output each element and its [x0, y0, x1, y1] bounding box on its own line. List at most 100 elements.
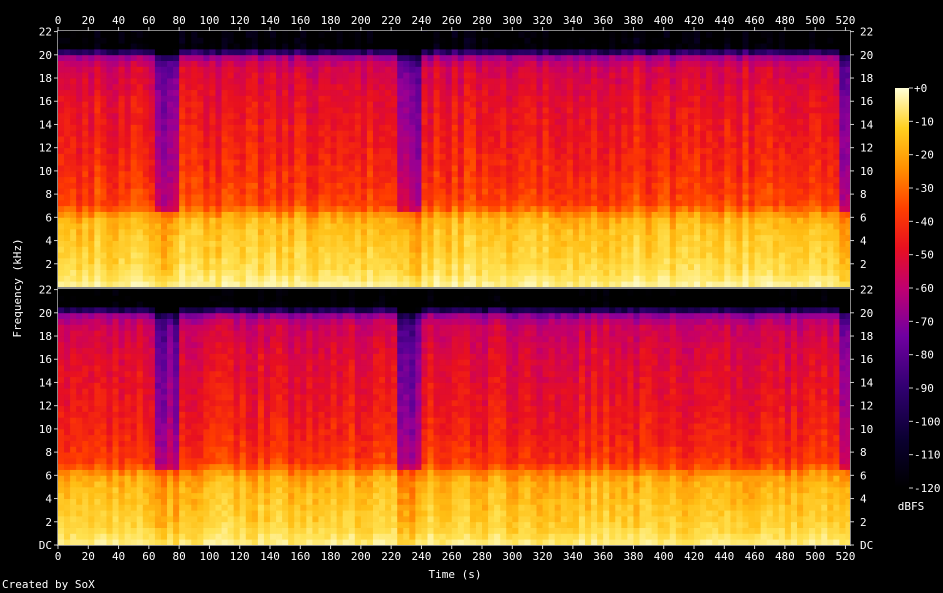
spectrogram-cell [366, 153, 374, 160]
spectrogram-cell [439, 72, 447, 79]
spectrogram-cell [348, 89, 356, 96]
spectrogram-cell [421, 54, 428, 61]
spectrogram-cell [584, 130, 592, 137]
spectrogram-cell [354, 83, 362, 91]
spectrogram-cell [403, 141, 410, 149]
spectrogram-cell [354, 281, 362, 288]
spectrogram-cell [591, 170, 598, 178]
spectrogram-cell [173, 66, 180, 73]
spectrogram-cell [712, 205, 719, 212]
spectrogram-cell [185, 153, 192, 160]
spectrogram-cell [360, 240, 368, 247]
spectrogram-cell [167, 112, 174, 120]
spectrogram-cell [694, 54, 701, 61]
spectrogram-cell [651, 217, 659, 224]
spectrogram-cell [475, 228, 483, 236]
spectrogram-cell [548, 240, 556, 247]
spectrogram-cell [245, 72, 253, 79]
spectrogram-cell [475, 95, 483, 102]
spectrogram-cell [342, 263, 350, 270]
spectrogram-cell [288, 141, 295, 149]
spectrogram-cell [694, 118, 701, 125]
spectrogram-cell [251, 275, 259, 282]
spectrogram-cell [124, 263, 132, 270]
spectrogram-cell [591, 31, 598, 32]
spectrogram-cell [530, 147, 537, 154]
spectrogram-cell [572, 234, 580, 241]
spectrogram-cell [82, 269, 89, 276]
spectrogram-cell [663, 269, 671, 276]
spectrogram-cell [312, 89, 319, 96]
spectrogram-cell [270, 176, 277, 183]
spectrogram-cell [639, 194, 646, 201]
spectrogram-cell [354, 188, 362, 195]
spectrogram-cell [118, 112, 126, 120]
spectrogram-cell [318, 136, 325, 143]
spectrogram-cell [239, 141, 247, 149]
spectrogram-cell [681, 240, 689, 247]
spectrogram-cell [203, 263, 210, 270]
spectrogram-cell [366, 281, 374, 288]
spectrogram-cell [597, 43, 604, 50]
spectrogram-cell [233, 234, 241, 241]
spectrogram-cell [124, 269, 132, 276]
spectrogram-cell [560, 118, 568, 125]
spectrogram-cell [554, 153, 562, 160]
spectrogram-cell [633, 153, 640, 160]
spectrogram-cell [572, 275, 580, 282]
spectrogram-cell [197, 83, 204, 91]
spectrogram-cell [669, 66, 677, 73]
spectrogram-cell [421, 211, 428, 218]
spectrogram-cell [427, 101, 434, 108]
spectrogram-cell [433, 83, 441, 91]
spectrogram-cell [506, 275, 513, 282]
spectrogram-cell [518, 165, 525, 172]
spectrogram-cell [542, 170, 550, 178]
spectrogram-cell [342, 252, 350, 259]
spectrogram-cell [718, 275, 725, 282]
spectrogram-cell [257, 217, 265, 224]
spectrogram-cell [342, 205, 350, 212]
spectrogram-cell [409, 54, 416, 61]
spectrogram-cell [391, 147, 398, 154]
spectrogram-cell [560, 275, 568, 282]
spectrogram-cell [681, 205, 689, 212]
spectrogram-cell [209, 153, 216, 160]
spectrogram-cell [457, 281, 465, 288]
spectrogram-cell [251, 281, 259, 288]
spectrogram-cell [397, 159, 404, 166]
spectrogram-cell [578, 37, 586, 44]
spectrogram-cell [130, 153, 138, 160]
spectrogram-cell [306, 182, 313, 189]
spectrogram-cell [203, 118, 210, 125]
spectrogram-cell [700, 60, 707, 67]
spectrogram-cell [136, 223, 144, 230]
spectrogram-cell [282, 188, 289, 195]
spectrogram-cell [615, 182, 622, 189]
spectrogram-cell [578, 263, 586, 270]
spectrogram-cell [300, 124, 307, 131]
spectrogram-cell [257, 263, 265, 270]
spectrogram-cell [58, 223, 65, 230]
spectrogram-cell [718, 194, 725, 201]
spectrogram-cell [58, 182, 65, 189]
spectrogram-cell [530, 182, 537, 189]
spectrogram-cell [633, 263, 640, 270]
spectrogram-cell [330, 72, 338, 79]
spectrogram-cell [239, 263, 247, 270]
spectrogram-cell [445, 275, 453, 282]
spectrogram-cell [203, 141, 210, 149]
spectrogram-cell [227, 275, 235, 282]
spectrogram-cell [475, 31, 483, 32]
spectrogram-cell [312, 78, 319, 85]
spectrogram-cell [700, 153, 707, 160]
spectrogram-cell [209, 170, 216, 178]
spectrogram-cell [724, 199, 731, 207]
spectrogram-cell [94, 205, 101, 212]
spectrogram-cell [70, 240, 77, 247]
spectrogram-cell [548, 223, 556, 230]
spectrogram-cell [687, 112, 695, 120]
spectrogram-cell [554, 211, 562, 218]
spectrogram-cell [494, 234, 501, 241]
spectrogram-cell [221, 147, 229, 154]
